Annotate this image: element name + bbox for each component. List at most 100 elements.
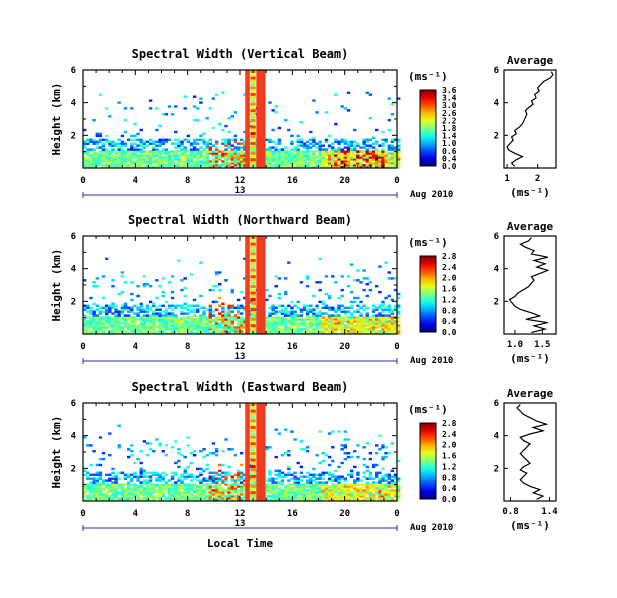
heatmap-cell — [293, 164, 297, 167]
heatmap-cell — [233, 158, 238, 161]
heatmap-cell — [293, 487, 297, 490]
heatmap-cell — [89, 154, 93, 157]
heatmap-cell — [324, 332, 329, 335]
event-column — [245, 403, 250, 501]
heatmap-cell — [95, 160, 99, 163]
heatmap-cell — [111, 158, 115, 161]
heatmap-cell — [177, 142, 181, 145]
heatmap-cell — [211, 489, 216, 492]
heatmap-cell — [293, 316, 297, 319]
panel-title: Spectral Width (Vertical Beam) — [132, 47, 349, 61]
heatmap-cell — [155, 495, 159, 498]
heatmap-cell — [368, 318, 373, 321]
heatmap-cell — [155, 152, 159, 155]
heatmap-cell — [397, 146, 401, 149]
heatmap-cell — [133, 471, 137, 474]
heatmap-cell — [92, 154, 96, 157]
heatmap-cell — [111, 328, 115, 331]
heatmap-cell — [127, 152, 131, 155]
event-cell — [250, 255, 256, 259]
heatmap-cell — [218, 158, 222, 161]
heatmap-cell — [343, 150, 347, 153]
heatmap-cell — [127, 481, 131, 484]
heatmap-cell — [221, 497, 225, 500]
heatmap-cell — [334, 497, 338, 500]
heatmap-cell — [83, 160, 87, 163]
heatmap-cell — [353, 144, 357, 147]
panel-title: Spectral Width (Northward Beam) — [128, 213, 352, 227]
heatmap-cell — [133, 146, 137, 149]
event-cell — [250, 242, 256, 246]
heatmap-cell — [337, 324, 341, 327]
heatmap-cell — [130, 306, 134, 309]
heatmap-cell — [318, 489, 322, 492]
heatmap-cell — [227, 162, 231, 165]
heatmap-cell — [98, 162, 103, 165]
heatmap-cell — [312, 475, 316, 478]
heatmap-cell — [315, 495, 319, 498]
heatmap-cell — [98, 164, 103, 167]
heatmap-cell — [378, 152, 382, 155]
heatmap-cell — [170, 446, 175, 449]
heatmap-cell — [152, 142, 156, 145]
heatmap-cell — [375, 332, 379, 335]
heatmap-cell — [274, 469, 278, 472]
heatmap-cell — [218, 499, 222, 502]
heatmap-cell — [108, 140, 112, 143]
heatmap-cell — [312, 294, 316, 298]
heatmap-cell — [296, 138, 300, 141]
heatmap-cell — [139, 489, 143, 492]
heatmap-cell — [353, 300, 357, 304]
heatmap-cell — [218, 166, 222, 169]
heatmap-cell — [284, 330, 288, 333]
heatmap-cell — [365, 91, 369, 94]
heatmap-cell — [315, 156, 319, 159]
heatmap-cell — [177, 452, 181, 455]
heatmap-cell — [277, 318, 282, 321]
heatmap-cell — [108, 142, 112, 145]
heatmap-cell — [293, 324, 297, 327]
heatmap-cell — [296, 318, 300, 321]
heatmap-cell — [265, 495, 269, 498]
heatmap-cell — [167, 306, 172, 309]
heatmap-cell — [214, 271, 219, 274]
heatmap-cell — [224, 320, 228, 323]
heatmap-cell — [274, 306, 278, 309]
heatmap-cell — [230, 497, 234, 500]
heatmap-cell — [186, 330, 190, 333]
heatmap-cell — [331, 479, 335, 482]
heatmap-cell — [83, 156, 87, 159]
heatmap-cell — [148, 328, 153, 331]
heatmap-cell — [227, 158, 231, 161]
heatmap-cell — [177, 150, 181, 153]
heatmap-cell — [139, 483, 143, 486]
heatmap-cell — [86, 140, 90, 143]
heatmap-cell — [123, 302, 128, 305]
heatmap-cell — [152, 473, 156, 476]
heatmap-cell — [227, 152, 231, 155]
heatmap-cell — [95, 156, 99, 159]
heatmap-cell — [221, 302, 225, 305]
heatmap-cell — [309, 160, 313, 163]
heatmap-cell — [105, 332, 109, 335]
heatmap-cell — [305, 158, 310, 161]
heatmap-cell — [337, 150, 341, 153]
heatmap-cell — [290, 148, 294, 151]
heatmap-cell — [243, 154, 247, 157]
heatmap-cell — [167, 164, 172, 167]
heatmap-cell — [208, 485, 212, 488]
heatmap-cell — [183, 154, 187, 157]
heatmap-cell — [312, 330, 316, 333]
heatmap-cell — [327, 314, 332, 317]
heatmap-cell — [186, 465, 190, 469]
heatmap-cell — [337, 152, 341, 155]
heatmap-cell — [202, 455, 206, 459]
heatmap-cell — [227, 332, 231, 335]
heatmap-cell — [327, 156, 332, 159]
heatmap-cell — [397, 332, 401, 335]
heatmap-cell — [98, 320, 103, 323]
heatmap-cell — [343, 326, 347, 329]
heatmap-cell — [130, 483, 134, 486]
heatmap-cell — [271, 312, 275, 315]
heatmap-cell — [349, 330, 354, 333]
